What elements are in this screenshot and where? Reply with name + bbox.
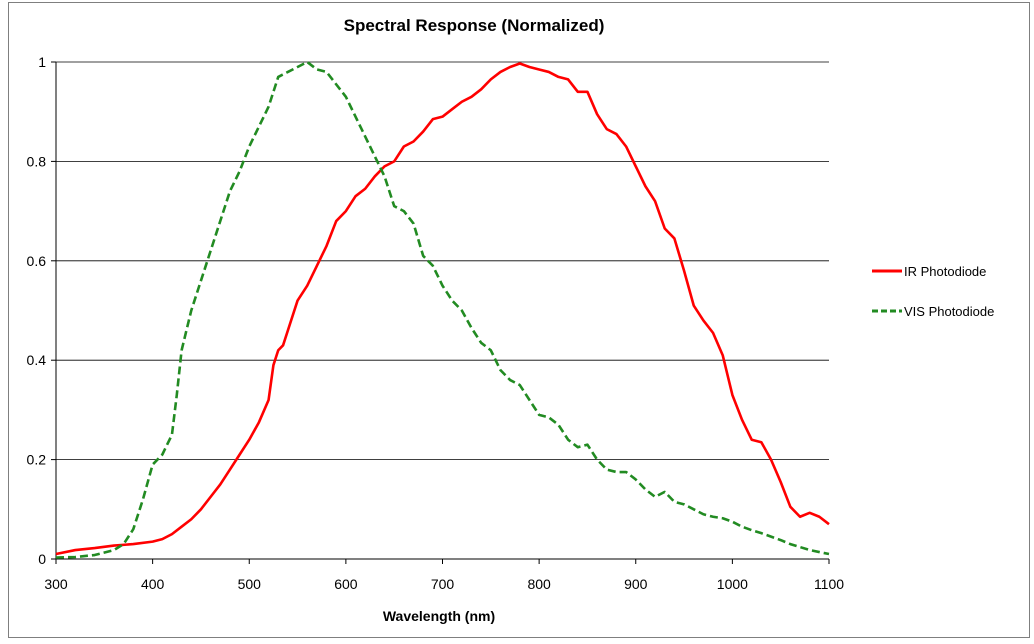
y-axis-ticks: 0 0.2 0.4 0.6 0.8 1 bbox=[27, 54, 47, 567]
x-tick-label-7: 1000 bbox=[717, 576, 748, 592]
y-tick-label-3: 0.6 bbox=[27, 253, 47, 269]
y-tick-label-5: 1 bbox=[38, 54, 46, 70]
x-tick-label-1: 400 bbox=[141, 576, 165, 592]
legend-label-0: IR Photodiode bbox=[904, 264, 986, 279]
chart-frame bbox=[8, 2, 1030, 638]
x-tick-label-8: 1100 bbox=[814, 576, 844, 592]
x-tick-label-3: 600 bbox=[334, 576, 358, 592]
series-line-vis-photodiode bbox=[55, 60, 830, 559]
x-tick-label-6: 900 bbox=[624, 576, 648, 592]
y-tick-label-1: 0.2 bbox=[27, 452, 47, 468]
axes bbox=[51, 61, 830, 564]
y-tick-label-2: 0.4 bbox=[27, 352, 47, 368]
gridlines bbox=[56, 61, 829, 461]
y-tick-label-4: 0.8 bbox=[27, 153, 47, 169]
x-axis-label: Wavelength (nm) bbox=[383, 608, 495, 624]
chart-title: Spectral Response (Normalized) bbox=[344, 16, 605, 35]
legend-label-1: VIS Photodiode bbox=[904, 304, 994, 319]
x-tick-label-4: 700 bbox=[431, 576, 455, 592]
x-tick-label-5: 800 bbox=[527, 576, 551, 592]
y-tick-label-0: 0 bbox=[38, 551, 46, 567]
x-tick-label-0: 300 bbox=[44, 576, 68, 592]
x-axis-ticks: 300 400 500 600 700 800 900 1000 1100 bbox=[44, 576, 844, 592]
x-tick-label-2: 500 bbox=[238, 576, 262, 592]
legend: IR Photodiode VIS Photodiode bbox=[872, 264, 994, 319]
series-lines bbox=[55, 60, 830, 559]
series-line-ir-photodiode bbox=[55, 62, 830, 556]
